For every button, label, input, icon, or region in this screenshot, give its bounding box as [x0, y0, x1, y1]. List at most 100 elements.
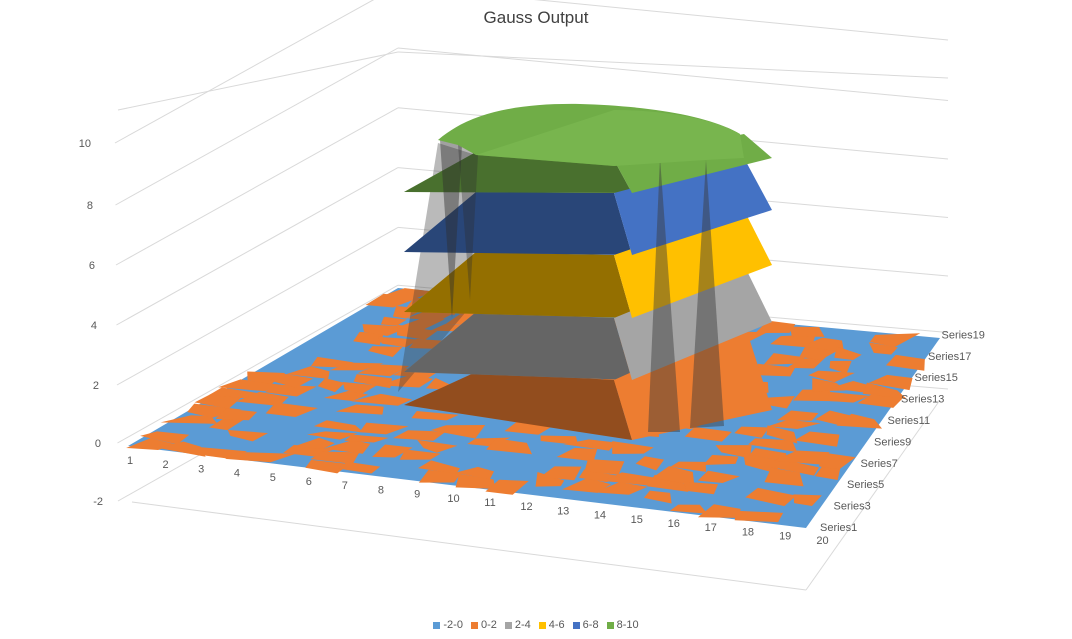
plateau-right-band	[614, 158, 772, 255]
legend-swatch	[433, 621, 441, 629]
floor-patch	[236, 391, 289, 406]
floor-patch	[264, 384, 317, 397]
gridline	[131, 501, 807, 591]
floor-patch	[359, 422, 409, 435]
series-tick-label: Series7	[861, 458, 898, 470]
floor-patch	[269, 373, 314, 388]
floor-patch	[697, 470, 740, 484]
legend-swatch	[572, 621, 580, 629]
plateau-right-band	[614, 322, 772, 440]
floor-patch	[342, 382, 377, 395]
z-tick-label: 0	[95, 438, 101, 450]
legend-item: 4-6	[538, 619, 565, 631]
floor-patch	[417, 439, 458, 453]
x-tick-label: 7	[342, 480, 348, 492]
floor-patch	[734, 426, 769, 438]
x-tick-label: 13	[557, 505, 569, 517]
gridline	[116, 167, 399, 326]
floor-patch	[394, 318, 446, 331]
floor-patch	[353, 332, 385, 346]
z-tick-label: 6	[89, 260, 95, 272]
floor-patch	[317, 378, 345, 393]
floor-patch	[734, 510, 784, 523]
floor-patch	[683, 481, 719, 495]
plateau-front-band	[404, 372, 632, 440]
x-tick-label: 15	[631, 514, 643, 526]
legend-label: 0-2	[480, 619, 497, 631]
floor-patch	[857, 394, 904, 408]
legend-item: 6-8	[572, 619, 599, 631]
floor-patch	[323, 390, 369, 402]
floor-patch	[247, 371, 286, 385]
floor-patch	[715, 445, 752, 459]
series-tick-label: Series13	[901, 394, 944, 406]
series-axis-ticks: Series1 Series3 Series5 Series7 Series9 Serie…	[820, 329, 985, 534]
floor-patch	[786, 356, 827, 369]
floor-patch	[368, 346, 403, 357]
x-tick-label: 2	[162, 459, 168, 471]
legend-item: 8-10	[606, 619, 639, 631]
floor-patch	[563, 439, 617, 451]
legend-label: 8-10	[616, 619, 639, 631]
x-tick-label: 19	[779, 531, 791, 543]
floor-patch	[792, 389, 836, 402]
floor-patch	[799, 345, 837, 361]
gridline	[117, 284, 399, 444]
floor-patch	[194, 393, 243, 409]
floor-patch	[430, 424, 486, 439]
plateau-front-shade	[404, 372, 632, 440]
legend-swatch	[504, 621, 512, 629]
z-axis-ticks: -2 0 2 4 6 8 10	[79, 138, 103, 508]
legend-label: -2-0	[443, 619, 463, 631]
floor-patch	[869, 333, 921, 348]
legend-swatch	[606, 621, 614, 629]
x-tick-label: 12	[520, 501, 532, 513]
floor-patch	[225, 451, 296, 463]
z-tick-label: 8	[87, 200, 93, 212]
plateau-right-band	[614, 210, 772, 318]
floor-patch	[486, 438, 533, 455]
floor-patch	[829, 360, 852, 374]
floor-patch	[376, 375, 434, 388]
x-tick-label: 6	[306, 476, 312, 488]
floor-patch	[763, 353, 806, 366]
floor-patch	[338, 461, 381, 474]
floor-patch	[684, 426, 732, 442]
floor-patch	[215, 408, 258, 421]
floor-patch	[411, 411, 459, 421]
floor-patch	[794, 431, 840, 447]
x-tick-label: 10	[447, 493, 459, 505]
floor-patch	[755, 363, 796, 377]
floor-patch	[357, 364, 410, 377]
gridline	[115, 107, 399, 266]
spike-left-2	[458, 145, 478, 300]
floor-patch	[862, 382, 907, 399]
floor-patch	[643, 490, 672, 504]
spike-right-1	[648, 158, 680, 432]
x-tick-label: 14	[594, 510, 606, 522]
floor-patch	[504, 418, 552, 435]
floor-patch	[294, 437, 335, 449]
floor-patch	[670, 461, 707, 472]
floor-patch	[703, 454, 739, 465]
floor-patch	[265, 402, 318, 418]
spike-left-1	[440, 140, 462, 318]
floor-patch	[652, 466, 695, 486]
gridline	[117, 51, 399, 111]
series-tick-label: Series5	[847, 479, 884, 491]
x-tick-label: 5	[270, 472, 276, 484]
floor-patch	[380, 316, 407, 326]
plateau-left-face	[398, 143, 476, 392]
floor-patch	[351, 393, 413, 406]
floor-patch	[834, 346, 862, 361]
plateau-front-band	[404, 252, 632, 318]
floor-patch	[227, 429, 269, 442]
floor-patch	[218, 379, 282, 392]
floor-patch	[635, 456, 665, 471]
x-tick-label: 11	[484, 497, 495, 509]
floor-patch	[770, 334, 816, 348]
floor-patch	[777, 410, 819, 421]
floor-patch	[793, 494, 822, 507]
floor-patch	[306, 431, 358, 440]
x-tick-label: 3	[198, 463, 204, 475]
